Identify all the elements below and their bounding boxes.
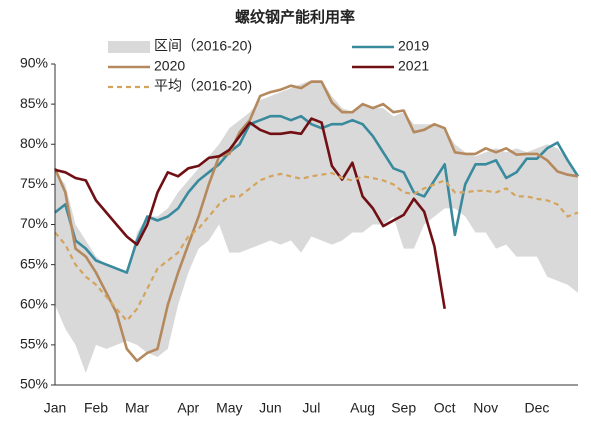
legend-label: 区间（2016-20): [154, 38, 252, 54]
series-line: [54, 117, 446, 310]
x-tick-label: Feb: [84, 400, 108, 416]
x-tick-label: Jan: [44, 400, 67, 416]
series-line: [53, 80, 579, 363]
legend-label: 平均（2016-20): [154, 78, 252, 94]
y-tick-label: 55%: [20, 336, 48, 352]
legend-label: 2020: [154, 58, 185, 74]
y-tick-label: 70%: [20, 215, 48, 231]
y-tick-label: 75%: [20, 175, 48, 191]
x-tick-label: Apr: [177, 400, 199, 416]
x-tick-label: Aug: [350, 400, 375, 416]
x-tick-label: Nov: [473, 400, 498, 416]
chart-title: 螺纹钢产能利用率: [235, 8, 355, 26]
x-tick-label: Oct: [434, 400, 456, 416]
legend-label: 2019: [398, 38, 429, 54]
y-tick-label: 85%: [20, 95, 48, 111]
series-line: [54, 114, 580, 274]
y-tick-label: 65%: [20, 255, 48, 271]
x-tick-label: Dec: [525, 400, 550, 416]
x-tick-label: Jun: [259, 400, 282, 416]
x-tick-label: Sep: [391, 400, 416, 416]
y-tick-label: 60%: [20, 295, 48, 311]
x-tick-label: Mar: [125, 400, 149, 416]
legend-swatch: [108, 41, 150, 53]
y-tick-label: 50%: [20, 376, 48, 392]
x-tick-label: Jul: [302, 400, 320, 416]
y-tick-label: 80%: [20, 135, 48, 151]
legend-label: 2021: [398, 58, 429, 74]
range-band: [55, 80, 578, 373]
y-tick-label: 90%: [20, 55, 48, 71]
series-line: [54, 172, 579, 322]
x-tick-label: May: [216, 400, 242, 416]
